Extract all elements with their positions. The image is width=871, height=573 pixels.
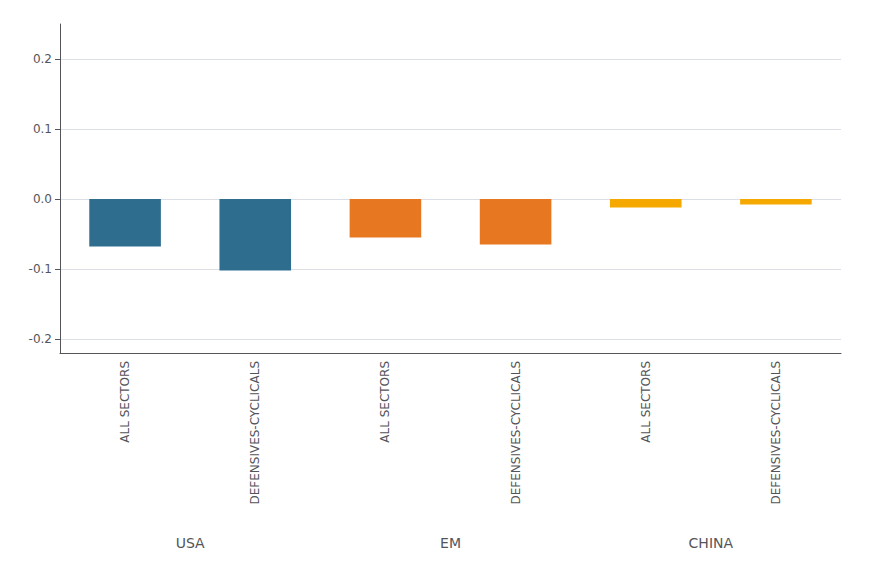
svg-text:USA: USA (176, 535, 205, 551)
svg-text:0.0: 0.0 (33, 192, 52, 206)
svg-text:ALL SECTORS: ALL SECTORS (118, 361, 132, 443)
svg-text:0.2: 0.2 (33, 52, 52, 66)
svg-text:-0.1: -0.1 (29, 262, 52, 276)
svg-text:CHINA: CHINA (689, 535, 734, 551)
svg-text:ALL SECTORS: ALL SECTORS (378, 361, 392, 443)
svg-text:DEFENSIVES-CYCLICALS: DEFENSIVES-CYCLICALS (509, 361, 523, 505)
svg-text:DEFENSIVES-CYCLICALS: DEFENSIVES-CYCLICALS (769, 361, 783, 505)
svg-text:EM: EM (440, 535, 461, 551)
svg-text:-0.2: -0.2 (29, 332, 52, 346)
svg-text:0.1: 0.1 (33, 122, 52, 136)
svg-text:ALL SECTORS: ALL SECTORS (639, 361, 653, 443)
svg-text:DEFENSIVES-CYCLICALS: DEFENSIVES-CYCLICALS (248, 361, 262, 505)
